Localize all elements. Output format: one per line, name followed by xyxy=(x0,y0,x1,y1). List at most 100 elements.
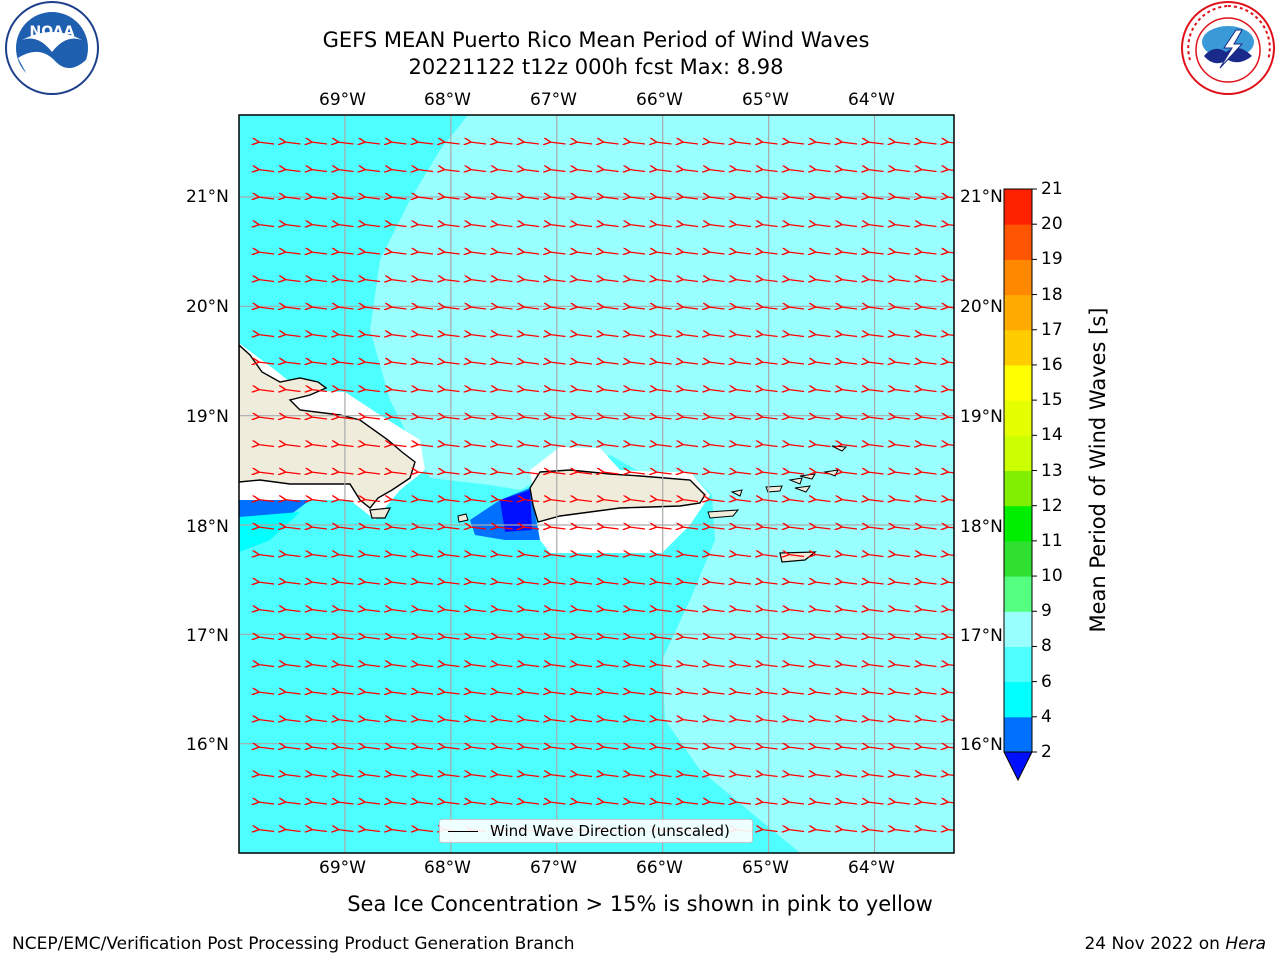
wind-arrow xyxy=(815,417,831,419)
wind-arrow xyxy=(788,445,805,447)
wind-arrow xyxy=(603,500,619,502)
wind-arrow xyxy=(682,665,699,667)
wind-arrow xyxy=(364,362,381,364)
wind-arrow xyxy=(364,555,381,557)
wind-arrow xyxy=(815,527,831,529)
wind-arrow xyxy=(629,472,646,474)
wind-arrow xyxy=(603,610,619,612)
wind-arrow xyxy=(921,637,937,639)
colorbar-tick-label: 20 xyxy=(1041,214,1063,235)
wind-arrow xyxy=(709,225,725,227)
colorbar-segment xyxy=(1004,540,1032,577)
wind-arrow xyxy=(629,307,646,309)
wind-arrow xyxy=(285,197,301,199)
wind-arrow xyxy=(391,170,407,172)
wind-arrow xyxy=(391,665,407,667)
wind-arrow xyxy=(338,692,354,694)
wind-arrow xyxy=(947,142,954,144)
wind-arrow xyxy=(444,362,460,364)
wind-arrow xyxy=(735,692,752,694)
wind-arrow xyxy=(868,720,884,722)
wind-arrow xyxy=(444,472,460,474)
wind-arrow xyxy=(311,390,328,392)
wind-arrow xyxy=(364,307,381,309)
lat-tick-left: 19°N xyxy=(186,407,229,427)
wind-arrow xyxy=(709,802,725,804)
wind-arrow xyxy=(894,802,911,804)
wind-arrow xyxy=(444,555,460,557)
wind-arrow xyxy=(311,692,328,694)
wind-arrow xyxy=(550,665,566,667)
wind-arrow xyxy=(947,830,954,832)
colorbar-tick-label: 10 xyxy=(1041,566,1063,587)
wind-arrow xyxy=(550,610,566,612)
wind-arrow xyxy=(841,170,858,172)
wind-arrow xyxy=(364,472,381,474)
footer-host: Hera xyxy=(1225,934,1266,954)
wind-arrow xyxy=(629,527,646,529)
wind-arrow xyxy=(364,582,381,584)
wind-arrow xyxy=(550,362,566,364)
colorbar-tick-label: 13 xyxy=(1041,460,1063,481)
wind-arrow xyxy=(815,472,831,474)
wind-arrow xyxy=(444,170,460,172)
wind-arrow xyxy=(470,555,487,557)
wind-arrow xyxy=(921,802,937,804)
wind-arrow xyxy=(735,252,752,254)
wind-arrow xyxy=(921,390,937,392)
wind-arrow xyxy=(338,582,354,584)
wind-arrow xyxy=(576,720,593,722)
wind-arrow xyxy=(338,225,354,227)
wind-arrow xyxy=(682,197,699,199)
wind-arrow xyxy=(258,802,275,804)
wind-arrow xyxy=(364,802,381,804)
lon-tick-bottom: 66°W xyxy=(636,858,683,878)
wind-arrow xyxy=(815,637,831,639)
wind-arrow xyxy=(709,720,725,722)
wind-arrow xyxy=(921,335,937,337)
wind-arrow xyxy=(841,500,858,502)
wind-arrow xyxy=(285,142,301,144)
wind-arrow xyxy=(947,582,954,584)
wind-arrow xyxy=(523,170,540,172)
wind-arrow xyxy=(550,142,566,144)
wind-arrow xyxy=(391,197,407,199)
nws-logo-icon xyxy=(1181,1,1275,95)
wind-arrow xyxy=(815,170,831,172)
wind-arrow xyxy=(709,747,725,749)
wind-arrow xyxy=(417,307,434,309)
colorbar-tick-label: 16 xyxy=(1041,354,1063,375)
wind-arrow xyxy=(841,445,858,447)
wind-arrow xyxy=(629,252,646,254)
wind-arrow xyxy=(391,830,407,832)
wind-arrow xyxy=(338,802,354,804)
wind-arrow xyxy=(947,307,954,309)
wind-arrow xyxy=(735,720,752,722)
wind-arrow xyxy=(735,390,752,392)
wind-arrow xyxy=(815,335,831,337)
wind-arrow xyxy=(497,665,513,667)
wind-arrow xyxy=(921,252,937,254)
wind-arrow xyxy=(841,692,858,694)
wind-arrow xyxy=(656,637,672,639)
wind-arrow xyxy=(656,362,672,364)
wind-arrow xyxy=(735,500,752,502)
wind-arrow xyxy=(285,527,301,529)
wind-arrow xyxy=(629,170,646,172)
wind-arrow xyxy=(417,362,434,364)
wind-arrow xyxy=(364,830,381,832)
wind-arrow xyxy=(391,307,407,309)
wind-arrow xyxy=(523,582,540,584)
wind-arrow xyxy=(258,445,275,447)
wind-arrow xyxy=(497,335,513,337)
wind-arrow xyxy=(523,637,540,639)
wind-arrow xyxy=(523,445,540,447)
wind-arrow xyxy=(311,417,328,419)
lat-tick-right: 17°N xyxy=(960,626,1003,646)
wind-arrow xyxy=(603,142,619,144)
wind-arrow xyxy=(656,802,672,804)
wind-arrow xyxy=(921,280,937,282)
colorbar-tick-label: 4 xyxy=(1041,706,1052,727)
wind-arrow xyxy=(894,720,911,722)
colorbar-tick-label: 14 xyxy=(1041,425,1063,446)
